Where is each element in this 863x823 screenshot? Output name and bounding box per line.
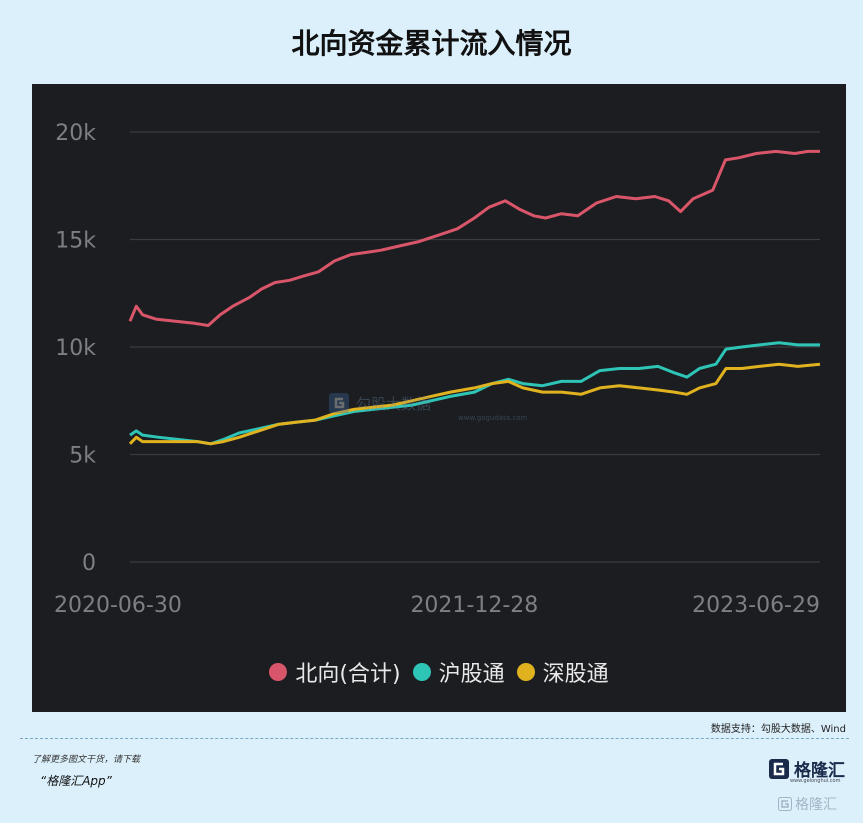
x-tick-label: 2023-06-29 <box>692 593 820 618</box>
legend-item-shanghai[interactable]: 沪股通 <box>412 656 505 688</box>
legend-dot-shenzhen <box>516 663 535 681</box>
legend-label-shenzhen: 深股通 <box>542 662 609 687</box>
logo-url: www.gelonghui.com <box>790 778 841 784</box>
y-tick-label: 10k <box>55 336 96 361</box>
data-source: 数据支持：勾股大数据、Wind <box>710 724 846 735</box>
page-title: 北向资金累计流入情况 <box>291 27 572 60</box>
legend-item-shenzhen[interactable]: 深股通 <box>516 656 609 688</box>
chart-panel: 0 5k 10k 15k 20k 2020-06-30 2021-12-28 2023-06-… <box>32 84 846 712</box>
gelonghui-logo: 格隆汇 www.gelonghui.com <box>768 756 845 784</box>
watermark-url: www.gogudata.com <box>458 414 528 422</box>
series-line-2 <box>128 362 821 446</box>
legend-item-northbound[interactable]: 北向(合计) <box>269 656 401 688</box>
corner-watermark: 格隆汇 <box>778 794 837 814</box>
series-line-0 <box>128 149 820 327</box>
y-tick-label: 5k <box>69 444 96 469</box>
legend-dot-northbound <box>269 663 288 681</box>
watermark-text: 勾股大数据 <box>356 394 432 413</box>
legend-dot-shanghai <box>412 663 431 681</box>
y-tick-label: 0 <box>82 551 96 576</box>
legend-label-northbound: 北向(合计) <box>295 662 401 687</box>
x-tick-label: 2020-06-30 <box>54 593 182 618</box>
legend-label-shanghai: 沪股通 <box>438 662 505 687</box>
gelonghui-logo-icon <box>769 758 789 779</box>
corner-logo-icon <box>778 797 792 811</box>
chart-legend: 北向(合计) 沪股通 深股通 <box>32 656 846 688</box>
corner-watermark-text: 格隆汇 <box>795 797 837 813</box>
gogudata-logo-icon <box>329 393 349 413</box>
y-tick-label: 15k <box>55 229 96 254</box>
logo-text: 格隆汇 <box>794 761 845 781</box>
gogudata-watermark: 勾股大数据 www.gogudata.com <box>328 392 527 422</box>
series-line-1 <box>129 341 820 446</box>
promo-text: 了解更多图文干货，请下载 <box>32 755 141 765</box>
y-tick-label: 20k <box>55 121 96 146</box>
line-chart: 0 5k 10k 15k 20k 2020-06-30 2021-12-28 2023-06-… <box>54 121 821 618</box>
promo-app-name: “格隆汇App” <box>40 774 112 788</box>
x-tick-label: 2021-12-28 <box>410 593 538 618</box>
dashed-divider <box>20 738 849 739</box>
